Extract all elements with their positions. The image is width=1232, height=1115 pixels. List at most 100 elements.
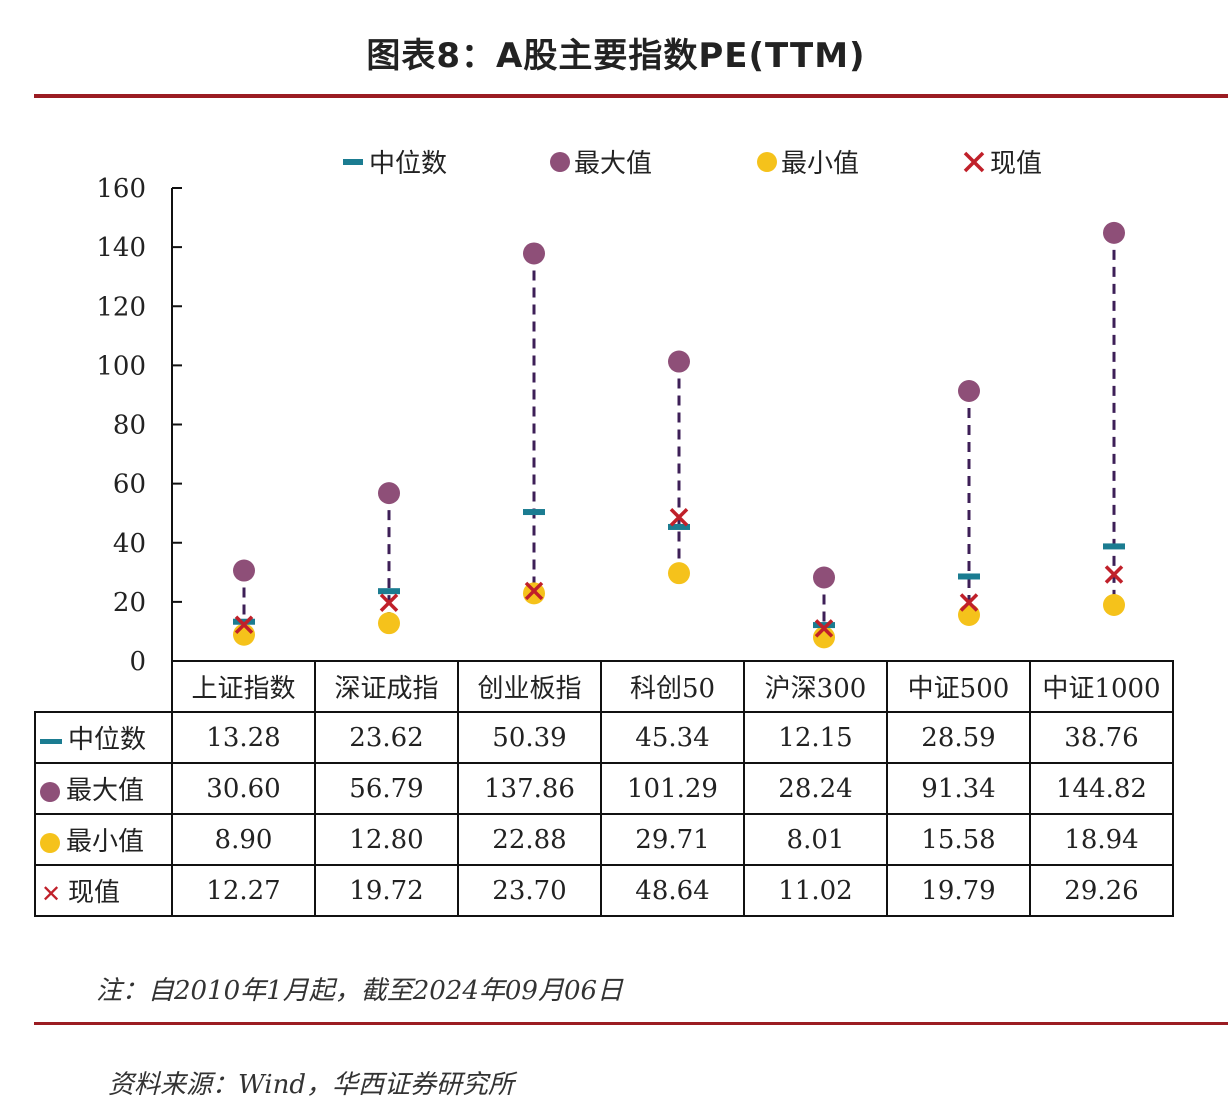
row-marker-icon — [40, 782, 60, 802]
category-label: 沪深300 — [743, 660, 888, 713]
current-point — [234, 615, 254, 634]
median-point — [378, 588, 400, 595]
table-header-row: 上证指数 深证成指 创业板指 科创50 沪深300 中证500 中证1000 — [35, 660, 1174, 713]
source-note: 资料来源：Wind，华西证券研究所 — [108, 1070, 514, 1100]
legend-label: 现值 — [990, 149, 1042, 179]
table-cell: 56.79 — [314, 762, 459, 815]
legend-median-swatch — [343, 159, 363, 165]
max-point — [523, 242, 545, 265]
category-label: 中证1000 — [1029, 660, 1174, 713]
row-label: 最大值 — [66, 776, 145, 806]
table-cell: 28.59 — [886, 711, 1031, 764]
y-tick-label: 80 — [113, 411, 146, 441]
footnote: 注：自2010年1月起，截至2024年09月06日 — [96, 976, 624, 1006]
table-cell: 8.90 — [171, 813, 316, 866]
current-point-stroke — [524, 581, 544, 601]
max-point — [813, 566, 835, 589]
min-point — [958, 603, 980, 626]
legend-label: 中位数 — [369, 149, 447, 179]
table-cell: 50.39 — [457, 711, 602, 764]
table-cell: 18.94 — [1029, 813, 1174, 866]
table-cell: 38.76 — [1029, 711, 1174, 764]
y-tick-label: 100 — [96, 351, 146, 381]
chart-title: 图表8：A股主要指数PE(TTM) — [366, 36, 866, 76]
row-label: 最小值 — [66, 827, 145, 857]
table-cell: 15.58 — [886, 813, 1031, 866]
row-label: 现值 — [68, 878, 121, 908]
table-cell: 19.72 — [314, 864, 459, 917]
table-cell: 23.70 — [457, 864, 602, 917]
max-point — [1103, 221, 1125, 244]
category-label: 上证指数 — [171, 660, 316, 713]
category-label: 创业板指 — [457, 660, 602, 713]
min-point — [668, 562, 690, 585]
y-tick-label: 60 — [113, 470, 146, 500]
table-cell: 91.34 — [886, 762, 1031, 815]
current-point — [669, 507, 689, 527]
bottom-rule — [34, 1022, 1228, 1025]
y-tick-label: 40 — [113, 529, 146, 559]
current-point — [379, 593, 399, 612]
min-point — [1103, 594, 1125, 617]
table-cell: 101.29 — [600, 762, 745, 815]
median-point — [813, 622, 835, 629]
table-cell: 22.88 — [457, 813, 602, 866]
row-header: ✕ 现值 — [34, 864, 173, 917]
row-label: 中位数 — [68, 725, 147, 755]
table-cell: 29.26 — [1029, 864, 1174, 917]
row-header: 中位数 — [34, 711, 173, 764]
row-marker-icon — [40, 833, 60, 853]
data-table: 上证指数 深证成指 创业板指 科创50 沪深300 中证500 中证1000 中位数 13.28… — [34, 660, 1174, 917]
table-cell: 144.82 — [1029, 762, 1174, 815]
table-cell: 13.28 — [171, 711, 316, 764]
current-point — [524, 581, 544, 601]
table-cell: 137.86 — [457, 762, 602, 815]
legend-min-swatch — [757, 152, 777, 172]
table-cell: 23.62 — [314, 711, 459, 764]
table-cell: 48.64 — [600, 864, 745, 917]
table-cell: 8.01 — [743, 813, 888, 866]
current-point-stroke — [379, 593, 399, 612]
median-point — [233, 618, 255, 625]
legend-label: 最大值 — [574, 149, 652, 179]
table-row: 最小值 8.90 12.80 22.88 29.71 8.01 15.58 18.94 — [34, 813, 1174, 866]
median-point — [1103, 543, 1125, 550]
table-row: 中位数 13.28 23.62 50.39 45.34 12.15 28.59 38.76 — [34, 711, 1174, 764]
max-point — [668, 350, 690, 373]
median-point — [523, 509, 545, 516]
current-point — [959, 593, 979, 612]
row-header: 最大值 — [34, 762, 173, 815]
row-marker-icon — [40, 738, 62, 744]
table-row: 最大值 30.60 56.79 137.86 101.29 28.24 91.34 144.8… — [34, 762, 1174, 815]
median-point — [668, 523, 690, 530]
current-point-stroke — [234, 615, 254, 634]
category-label: 中证500 — [886, 660, 1031, 713]
table-cell: 11.02 — [743, 864, 888, 917]
max-point — [958, 379, 980, 402]
table-cell: 28.24 — [743, 762, 888, 815]
row-header: 最小值 — [34, 813, 173, 866]
current-point-stroke — [959, 593, 979, 612]
max-point — [378, 482, 400, 505]
current-point-stroke — [814, 619, 834, 638]
table-cell: 19.79 — [886, 864, 1031, 917]
y-tick-label: 20 — [113, 588, 146, 618]
table-cell: 45.34 — [600, 711, 745, 764]
table-cell: 29.71 — [600, 813, 745, 866]
legend-current-swatch — [963, 151, 985, 173]
y-tick-label: 140 — [96, 233, 146, 263]
table-corner — [35, 661, 173, 713]
current-point — [1104, 565, 1124, 584]
median-point — [958, 573, 980, 580]
row-marker-icon: ✕ — [40, 880, 62, 908]
legend-max-swatch — [550, 152, 570, 172]
category-label: 深证成指 — [314, 660, 459, 713]
table-cell: 12.15 — [743, 711, 888, 764]
y-tick-label: 160 — [96, 174, 146, 204]
table-cell: 30.60 — [171, 762, 316, 815]
category-label: 科创50 — [600, 660, 745, 713]
min-point — [378, 612, 400, 635]
current-point-stroke — [1104, 565, 1124, 584]
current-point — [814, 619, 834, 638]
